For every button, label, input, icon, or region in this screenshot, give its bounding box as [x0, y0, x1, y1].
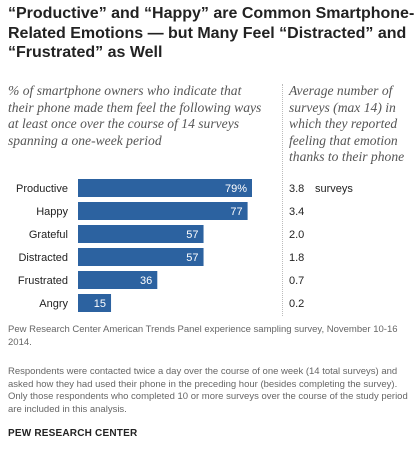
chart-subtitle-right: Average number of surveys (max 14) in wh…	[289, 83, 405, 164]
category-label: Productive	[16, 183, 68, 195]
average-surveys-value: 3.8	[289, 183, 304, 195]
category-label: Happy	[36, 206, 68, 218]
average-surveys-value: 0.2	[289, 298, 304, 310]
chart-title: “Productive” and “Happy” are Common Smar…	[8, 5, 415, 61]
bar	[78, 202, 248, 220]
category-label: Distracted	[18, 252, 68, 264]
category-label: Frustrated	[18, 275, 68, 287]
average-surveys-unit: surveys	[315, 183, 353, 195]
bar	[78, 271, 158, 289]
category-label: Grateful	[29, 229, 68, 241]
category-label: Angry	[39, 298, 68, 310]
column-divider	[282, 84, 283, 316]
brand-logo-text: PEW RESEARCH CENTER	[8, 428, 138, 439]
value-label: 79%	[225, 183, 247, 195]
chart-subtitle-left: % of smartphone owners who indicate that…	[8, 83, 262, 148]
methodology-note: Respondents were contacted twice a day o…	[8, 366, 408, 415]
average-surveys-value: 3.4	[289, 206, 304, 218]
bar	[78, 225, 204, 243]
value-label: 15	[94, 298, 106, 310]
average-surveys-value: 0.7	[289, 275, 304, 287]
value-label: 36	[140, 275, 152, 287]
average-surveys-value: 1.8	[289, 252, 304, 264]
source-note: Pew Research Center American Trends Pane…	[8, 324, 398, 348]
value-label: 77	[230, 206, 242, 218]
average-surveys-value: 2.0	[289, 229, 304, 241]
bar	[78, 248, 204, 266]
bar	[78, 179, 252, 197]
value-label: 57	[186, 252, 198, 264]
value-label: 57	[186, 229, 198, 241]
bar	[78, 294, 112, 312]
